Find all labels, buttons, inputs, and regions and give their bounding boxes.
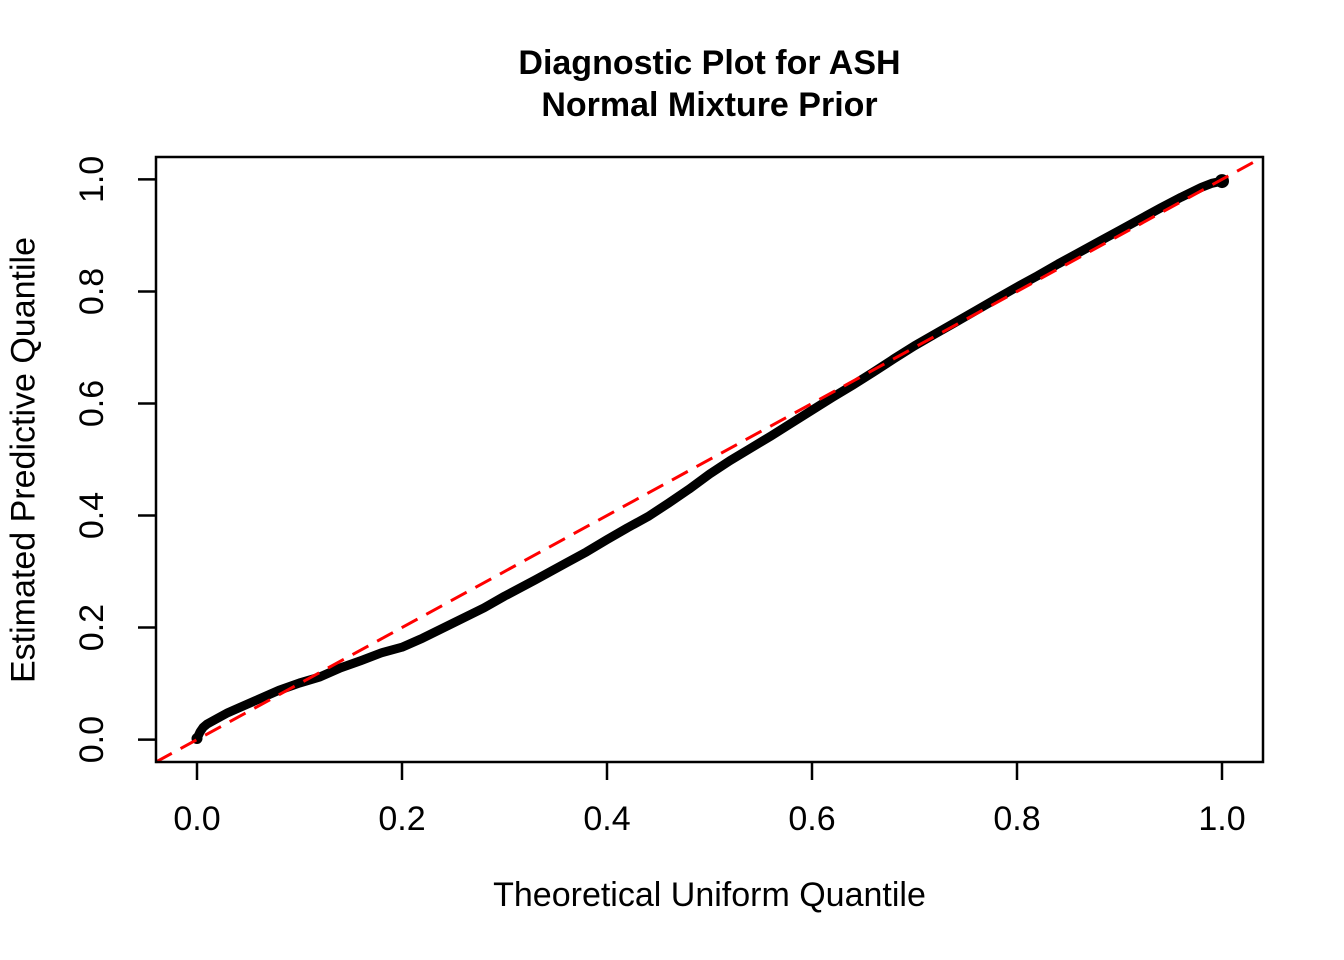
plot-box: [154, 155, 1265, 764]
x-tick-label: 0.8: [993, 800, 1040, 838]
x-tick-label: 0.4: [583, 800, 630, 838]
x-axis-title: Theoretical Uniform Quantile: [493, 876, 926, 914]
y-tick-label: 0.6: [73, 380, 111, 427]
empirical-quantile-curve: [192, 176, 1227, 743]
chart-title: Diagnostic Plot for ASH Normal Mixture P…: [156, 42, 1263, 126]
y-axis-title: Estimated Predictive Quantile: [4, 237, 43, 683]
y-tick-label: 1.0: [73, 156, 111, 203]
y-tick-label: 0.0: [73, 716, 111, 763]
y-tick-label: 0.2: [73, 604, 111, 651]
y-tick-label: 0.8: [73, 268, 111, 315]
chart-title-line1: Diagnostic Plot for ASH: [518, 44, 901, 82]
chart-title-line2: Normal Mixture Prior: [541, 86, 878, 124]
x-tick-label: 1.0: [1198, 800, 1245, 838]
y-tick-label: 0.4: [73, 492, 111, 539]
x-tick-label: 0.2: [378, 800, 425, 838]
reference-diagonal-line: [155, 155, 1264, 764]
x-tick-label: 0.0: [173, 800, 220, 838]
x-tick-label: 0.6: [788, 800, 835, 838]
